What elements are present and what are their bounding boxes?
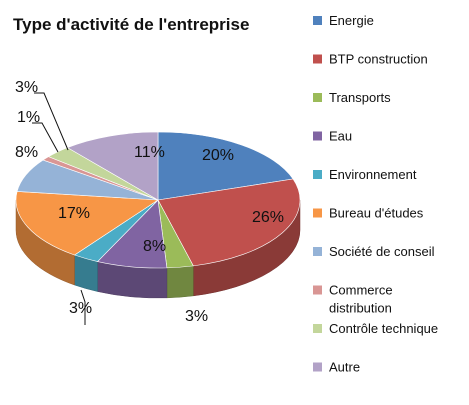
pie-side-walls	[15, 199, 301, 299]
legend-swatch	[313, 93, 322, 102]
legend-item: Bureau d'études	[313, 206, 424, 221]
chart-title: Type d'activité de l'entreprise	[13, 15, 249, 34]
legend-swatch	[313, 247, 322, 256]
data-label: 11%	[134, 144, 165, 161]
legend-label: Commerce	[329, 283, 393, 298]
legend-label: Eau	[329, 129, 352, 144]
legend-swatch	[313, 131, 322, 141]
legend-item: Contrôle technique	[313, 321, 438, 336]
legend-item: Eau	[313, 129, 352, 144]
pie-slice	[66, 131, 159, 201]
legend: Energie BTP construction Transports Eau Envi…	[313, 13, 438, 375]
legend-swatch	[313, 324, 322, 333]
leader-line	[32, 122, 59, 153]
slice-side	[166, 265, 194, 299]
legend-swatch	[313, 16, 322, 25]
legend-label: Autre	[329, 360, 360, 375]
legend-swatch	[313, 170, 322, 179]
legend-label: Environnement	[329, 167, 417, 182]
leader-line	[80, 289, 86, 325]
data-label: 8%	[15, 144, 38, 161]
legend-item: Commerce distribution	[313, 283, 393, 316]
leader-line	[34, 92, 69, 151]
legend-item: BTP construction	[313, 52, 428, 67]
legend-item: Autre	[313, 360, 360, 375]
pie-slice	[157, 131, 294, 201]
data-label: 1%	[17, 109, 40, 126]
pie-top-faces	[15, 131, 301, 269]
legend-item: Société de conseil	[313, 244, 435, 259]
legend-label: BTP construction	[329, 52, 428, 67]
legend-item: Environnement	[313, 167, 417, 182]
legend-swatch	[313, 362, 322, 372]
pie-slice	[157, 178, 301, 267]
data-label: 3%	[15, 79, 38, 96]
legend-swatch	[313, 208, 322, 218]
pie-slice	[15, 191, 159, 256]
data-label: 3%	[69, 300, 92, 317]
data-label: 26%	[252, 209, 284, 226]
data-label: 8%	[143, 238, 166, 255]
data-label: 3%	[185, 308, 208, 325]
data-label: 20%	[202, 147, 234, 164]
legend-item: Transports	[313, 90, 391, 105]
legend-label: Contrôle technique	[329, 321, 438, 336]
leader-lines	[32, 92, 86, 325]
data-labels: 20% 26% 3% 8% 3% 17% 8% 1% 3% 11%	[15, 79, 284, 325]
data-label: 17%	[58, 205, 90, 222]
legend-item: Energie	[313, 13, 374, 28]
legend-label: Transports	[329, 90, 391, 105]
legend-label: Energie	[329, 13, 374, 28]
legend-label: Bureau d'études	[329, 206, 424, 221]
legend-label: Société de conseil	[329, 244, 435, 259]
legend-label: distribution	[329, 301, 392, 316]
legend-swatch	[313, 54, 322, 64]
legend-swatch	[313, 285, 322, 295]
